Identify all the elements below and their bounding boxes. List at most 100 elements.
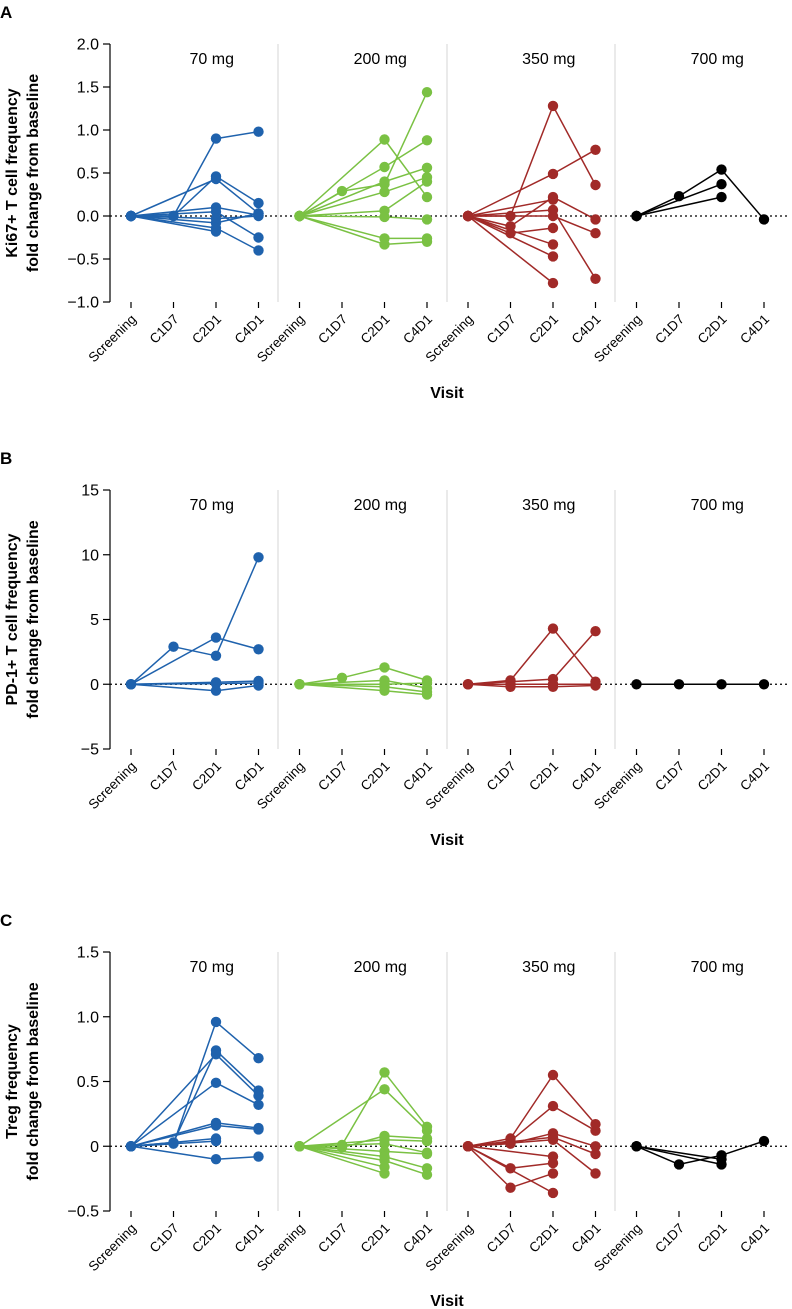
panel-b-y-tick-label: 0 — [90, 677, 99, 694]
panel-c-x-tick-label: C1D7 — [315, 1221, 350, 1256]
panel-b-data-point — [716, 679, 727, 690]
panel-b-data-point — [462, 679, 474, 690]
panel-c-data-point — [210, 1049, 222, 1060]
panel-c-data-point — [210, 1154, 222, 1165]
panel-b-x-tick-label: C4D1 — [400, 759, 435, 794]
panel-a-y-tick-label: −1.0 — [67, 295, 99, 312]
panel-a-data-point — [547, 168, 559, 180]
panel-b-series-line — [130, 683, 259, 692]
panel-c-x-tick-label: C1D7 — [147, 1221, 182, 1256]
panel-a-data-point — [253, 232, 264, 243]
panel-a-x-tick-label: C1D7 — [315, 312, 350, 347]
panel-b-x-tick-label: C4D1 — [737, 759, 772, 794]
panel-a-data-point — [168, 210, 179, 222]
panel-c-data-point — [210, 1016, 222, 1028]
panel-b-x-tick-label: C2D1 — [695, 759, 730, 794]
panel-c-series-line — [299, 1071, 428, 1148]
panel-a-x-tick-label: C4D1 — [737, 312, 772, 347]
panel-c-data-point — [547, 1168, 559, 1179]
panel-a-data-point — [125, 210, 137, 222]
panel-a-data-point — [716, 191, 727, 203]
panel-a-data-point — [379, 186, 390, 198]
panel-a-y-tick-label: −0.5 — [67, 252, 99, 269]
panel-c-data-point — [505, 1163, 516, 1174]
panel-b-data-point — [210, 685, 222, 696]
panel-a-data-point — [379, 161, 390, 173]
panel-c-data-point — [547, 1069, 559, 1081]
panel-c-data-point — [421, 1169, 433, 1180]
panel-b-data-point — [547, 623, 559, 634]
panel-b-x-tick-label: C4D1 — [569, 759, 604, 794]
panel-c-data-point — [421, 1148, 433, 1160]
panel-a-data-point — [462, 210, 474, 222]
panel-c-data-point — [547, 1134, 559, 1146]
panel-c-data-point — [590, 1168, 601, 1179]
panel-a-data-point — [631, 210, 642, 222]
panel-c-data-point — [336, 1142, 348, 1153]
panel-a-data-point — [590, 179, 601, 191]
panel-c-data-point — [210, 1135, 222, 1147]
panel-a-data-point — [210, 173, 222, 185]
panel-b-dose-label: 70 mg — [190, 497, 234, 514]
panel-c-x-tick-label: C2D1 — [358, 1221, 393, 1256]
panel-b-x-tick-label: C4D1 — [232, 759, 267, 794]
panel-b-y-tick-label: −5 — [81, 742, 99, 759]
panel-a-dose-label: 70 mg — [190, 51, 234, 68]
panel-c-dose-label: 700 mg — [691, 959, 744, 976]
panel-a-x-tick-label: C2D1 — [358, 312, 393, 347]
panel-c-y-tick-label: 1.0 — [77, 1009, 99, 1026]
panel-c-data-point — [210, 1120, 222, 1131]
panel-a-series-line — [467, 215, 554, 284]
panel-c-series-line — [130, 1145, 259, 1160]
panel-c: C 1.5 1.0 0.5 0 −0.5 Treg frequency fold change… — [0, 911, 790, 1309]
panel-c-data-point — [379, 1138, 390, 1149]
panel-c-data-point — [505, 1138, 516, 1149]
panel-c-y-axis-title: Treg frequency — [4, 1024, 21, 1139]
panel-a-x-tick-label: C4D1 — [569, 312, 604, 347]
panel-a-x-tick-label: C1D7 — [652, 312, 687, 347]
panel-a-data-point — [716, 179, 727, 190]
panel-b-x-tick-label: C1D7 — [315, 759, 350, 794]
panel-a-dose-label: 350 mg — [522, 51, 575, 68]
panel-c-data-point — [421, 1135, 433, 1147]
panel-a-data-point — [421, 135, 433, 146]
panel-b-dose-label: 350 mg — [522, 497, 575, 514]
panel-b-x-tick-label: C2D1 — [358, 759, 393, 794]
panel-c-x-tick-label: Screening — [86, 1221, 140, 1275]
panel-a-x-tick-label: Screening — [86, 312, 140, 366]
panel-c-x-tick-label: C2D1 — [695, 1221, 730, 1256]
panel-a-x-axis-title: Visit — [430, 385, 464, 402]
panel-b-series-line — [130, 557, 260, 685]
panel-a-data-point — [590, 228, 601, 239]
panel-c-data-point — [379, 1168, 390, 1179]
panel-c-series-line — [636, 1145, 722, 1166]
panel-c-x-tick-label: C4D1 — [232, 1221, 267, 1256]
panel-b-letter: B — [0, 449, 12, 468]
panel-a-x-tick-label: C2D1 — [526, 312, 561, 347]
panel-a-series-line — [130, 215, 217, 233]
panel-a-data-point — [547, 100, 559, 112]
panel-b-x-axis-title: Visit — [430, 832, 464, 849]
panel-c-series-line — [299, 1145, 385, 1175]
panel-c-data-point — [253, 1124, 264, 1135]
panel-c-letter: C — [0, 911, 12, 930]
panel-c-x-tick-label: C4D1 — [569, 1221, 604, 1256]
panel-c-data-point — [253, 1090, 264, 1101]
panel-a-data-point — [547, 251, 559, 262]
panel-b-data-point — [421, 689, 433, 700]
panel-c-data-point — [590, 1141, 601, 1152]
panel-a-data-point — [253, 208, 264, 219]
panel-a-y-tick-label: 1.5 — [77, 80, 99, 97]
panel-c-data-point — [758, 1135, 770, 1147]
panel-b-y-axis-title: PD-1+ T cell frequency — [4, 533, 21, 705]
panel-b-series-line — [299, 666, 428, 686]
panel-b-data-point — [168, 641, 179, 652]
panel-c-data-point — [505, 1182, 516, 1193]
panel-c-data-point — [421, 1125, 433, 1136]
panel-b-data-point — [253, 552, 264, 563]
panel-c-x-tick-label: C2D1 — [189, 1221, 224, 1256]
panel-a-data-point — [590, 273, 601, 284]
panel-c-x-tick-label: C1D7 — [484, 1221, 519, 1256]
panel-b-data-point — [379, 685, 390, 696]
